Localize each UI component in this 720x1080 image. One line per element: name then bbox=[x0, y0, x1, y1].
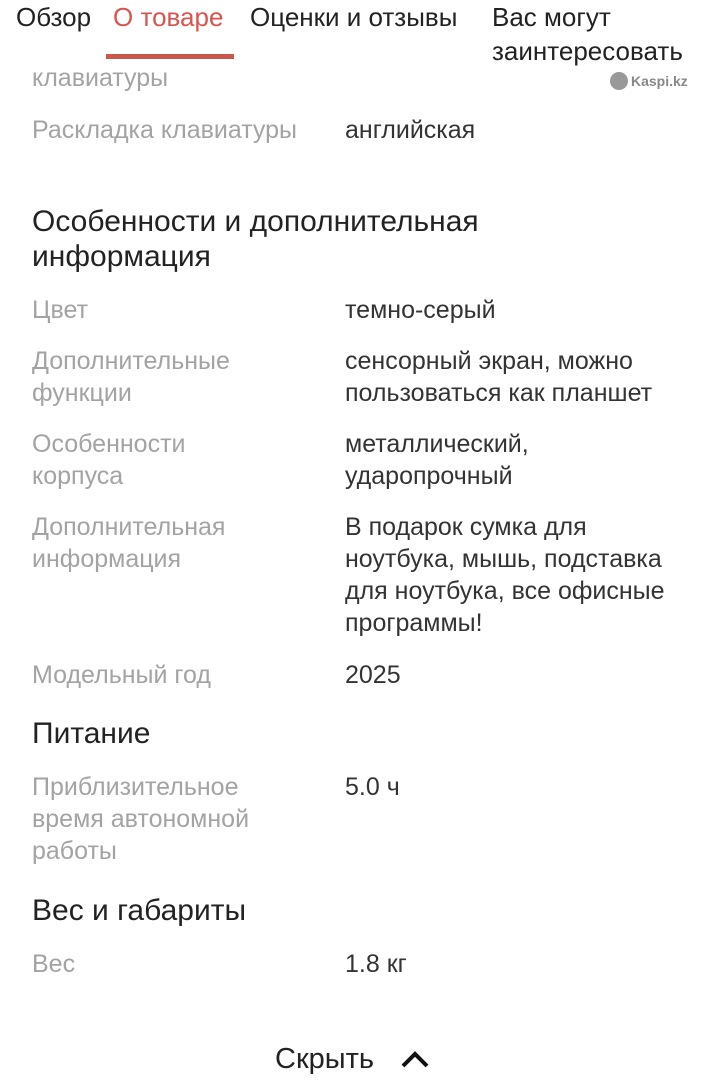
spec-value: сенсорный экран, можно пользоваться как … bbox=[345, 347, 653, 407]
active-tab-indicator bbox=[106, 54, 234, 59]
tab-overview[interactable]: Обзор bbox=[16, 2, 92, 32]
kaspi-logo-icon bbox=[610, 72, 628, 90]
section-heading: Особенности и дополнительная информация bbox=[32, 205, 479, 273]
spec-label: клавиатуры bbox=[32, 64, 169, 92]
tab-about-product[interactable]: О товаре bbox=[113, 2, 224, 32]
spec-label: Раскладка клавиатуры bbox=[32, 116, 298, 144]
section-heading: Питание bbox=[32, 717, 151, 750]
hide-label: Скрыть bbox=[275, 1043, 374, 1075]
spec-value: 1.8 кг bbox=[345, 950, 407, 978]
section-heading: Вес и габариты bbox=[32, 894, 247, 927]
spec-value: 2025 bbox=[345, 661, 401, 689]
spec-label: Дополнительная информация bbox=[32, 513, 226, 573]
tab-recommendations[interactable]: Вас могут заинтересовать bbox=[492, 2, 683, 66]
spec-label: Модельный год bbox=[32, 661, 211, 689]
spec-label: Особенности корпуса bbox=[32, 430, 186, 490]
watermark-text: Kaspi.kz bbox=[631, 73, 688, 89]
tab-bar: Обзор О товаре Оценки и отзывы Вас могут… bbox=[0, 0, 720, 66]
spec-value: темно-серый bbox=[345, 296, 496, 324]
spec-value: В подарок сумка для ноутбука, мышь, подс… bbox=[345, 513, 665, 637]
tab-reviews[interactable]: Оценки и отзывы bbox=[250, 2, 458, 32]
spec-label: Вес bbox=[32, 950, 76, 978]
spec-value: металлический, ударопрочный bbox=[345, 430, 529, 490]
spec-label: Дополнительные функции bbox=[32, 347, 230, 407]
spec-label: Цвет bbox=[32, 296, 89, 324]
chevron-up-icon bbox=[401, 1051, 429, 1068]
spec-label: Приблизительное время автономной работы bbox=[32, 773, 250, 865]
spec-value: 5.0 ч bbox=[345, 773, 400, 801]
spec-value: английская bbox=[345, 116, 476, 144]
hide-button[interactable]: Скрыть bbox=[275, 1040, 430, 1078]
watermark: Kaspi.kz bbox=[610, 72, 688, 90]
